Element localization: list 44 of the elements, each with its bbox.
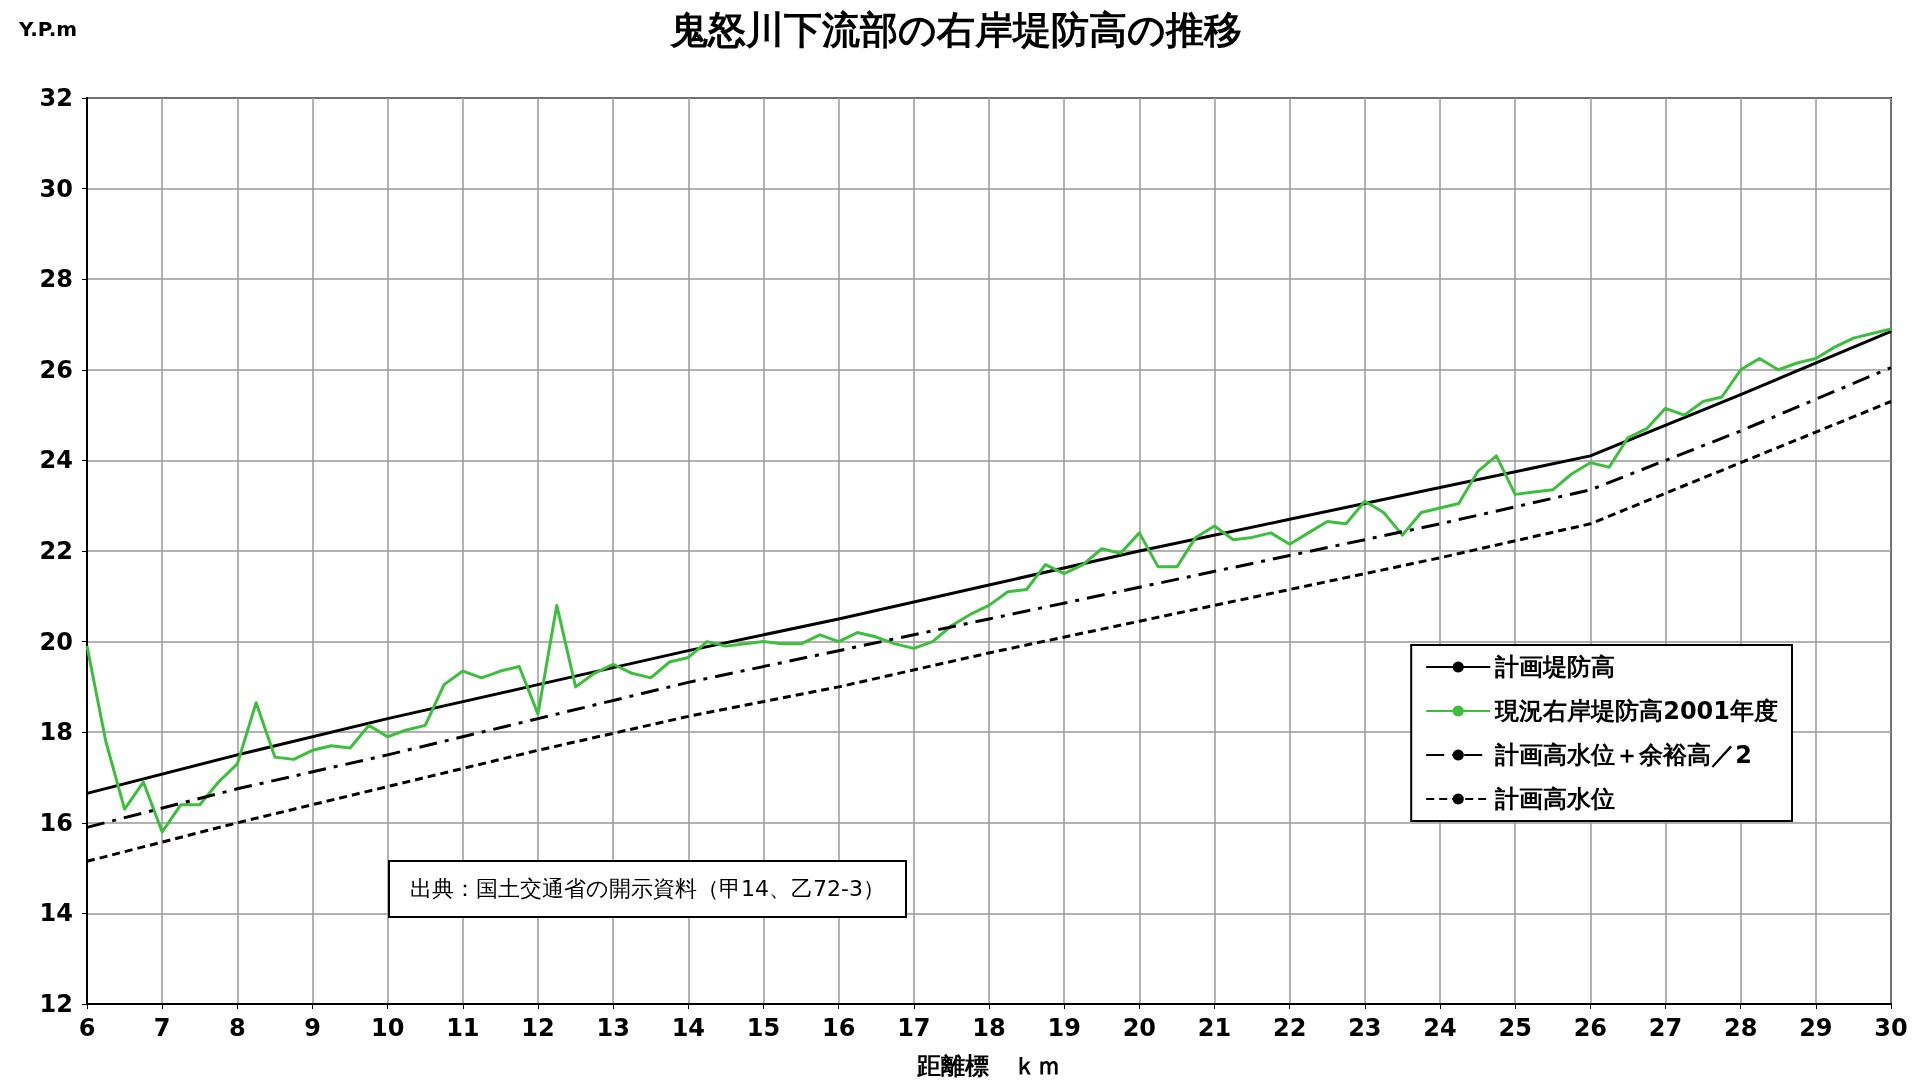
- x-tick-label: 12: [521, 1014, 555, 1042]
- x-tick-label: 10: [370, 1014, 405, 1042]
- x-tick-label: 6: [78, 1014, 96, 1042]
- x-tick-label: 15: [746, 1014, 781, 1042]
- x-tick-label: 7: [153, 1014, 171, 1042]
- y-tick-label: 12: [39, 990, 73, 1018]
- legend-label: 現況右岸堤防高2001年度: [1494, 697, 1778, 725]
- x-tick-label: 22: [1272, 1014, 1307, 1042]
- chart-title: 鬼怒川下流部の右岸堤防高の推移: [669, 8, 1242, 52]
- legend-label: 計画高水位: [1494, 785, 1616, 813]
- y-tick-label: 24: [39, 446, 73, 475]
- x-tick-label: 18: [972, 1014, 1006, 1042]
- y-tick-label: 22: [39, 537, 73, 565]
- legend-label: 計画高水位＋余裕高／2: [1494, 741, 1752, 769]
- x-tick-label: 30: [1874, 1014, 1908, 1042]
- y-tick-label: 20: [39, 627, 73, 656]
- y-axis-title: Y.P.m: [18, 17, 78, 41]
- x-tick-label: 9: [304, 1014, 321, 1042]
- x-tick-label: 21: [1197, 1014, 1232, 1042]
- x-tick-label: 16: [821, 1014, 856, 1042]
- y-tick-label: 28: [39, 265, 73, 294]
- x-tick-label: 23: [1348, 1014, 1382, 1042]
- y-tick-label: 26: [39, 355, 73, 384]
- x-tick-label: 19: [1047, 1014, 1081, 1042]
- y-tick-label: 32: [39, 84, 73, 112]
- x-tick-label: 8: [228, 1014, 246, 1042]
- x-axis-title: 距離標 ｋｍ: [916, 1052, 1061, 1080]
- x-tick-label: 26: [1573, 1014, 1608, 1042]
- x-tick-label: 20: [1122, 1014, 1157, 1042]
- annotation: 出典：国土交通省の開示資料（甲14、乙72-3）: [388, 860, 907, 918]
- y-tick-label: 14: [39, 899, 73, 928]
- x-tick-label: 17: [897, 1014, 931, 1042]
- x-tick-label: 14: [671, 1014, 706, 1042]
- x-tick-label: 24: [1423, 1014, 1457, 1042]
- x-tick-label: 28: [1723, 1014, 1758, 1042]
- x-tick-label: 27: [1648, 1014, 1683, 1042]
- x-tick-label: 29: [1799, 1014, 1833, 1042]
- y-tick-label: 16: [39, 808, 73, 837]
- x-tick-label: 13: [596, 1014, 630, 1042]
- x-tick-label: 25: [1498, 1014, 1532, 1042]
- x-tick-label: 11: [446, 1014, 480, 1042]
- y-tick-label: 30: [39, 174, 73, 203]
- y-tick-label: 18: [39, 718, 73, 747]
- legend-label: 計画堤防高: [1494, 653, 1616, 681]
